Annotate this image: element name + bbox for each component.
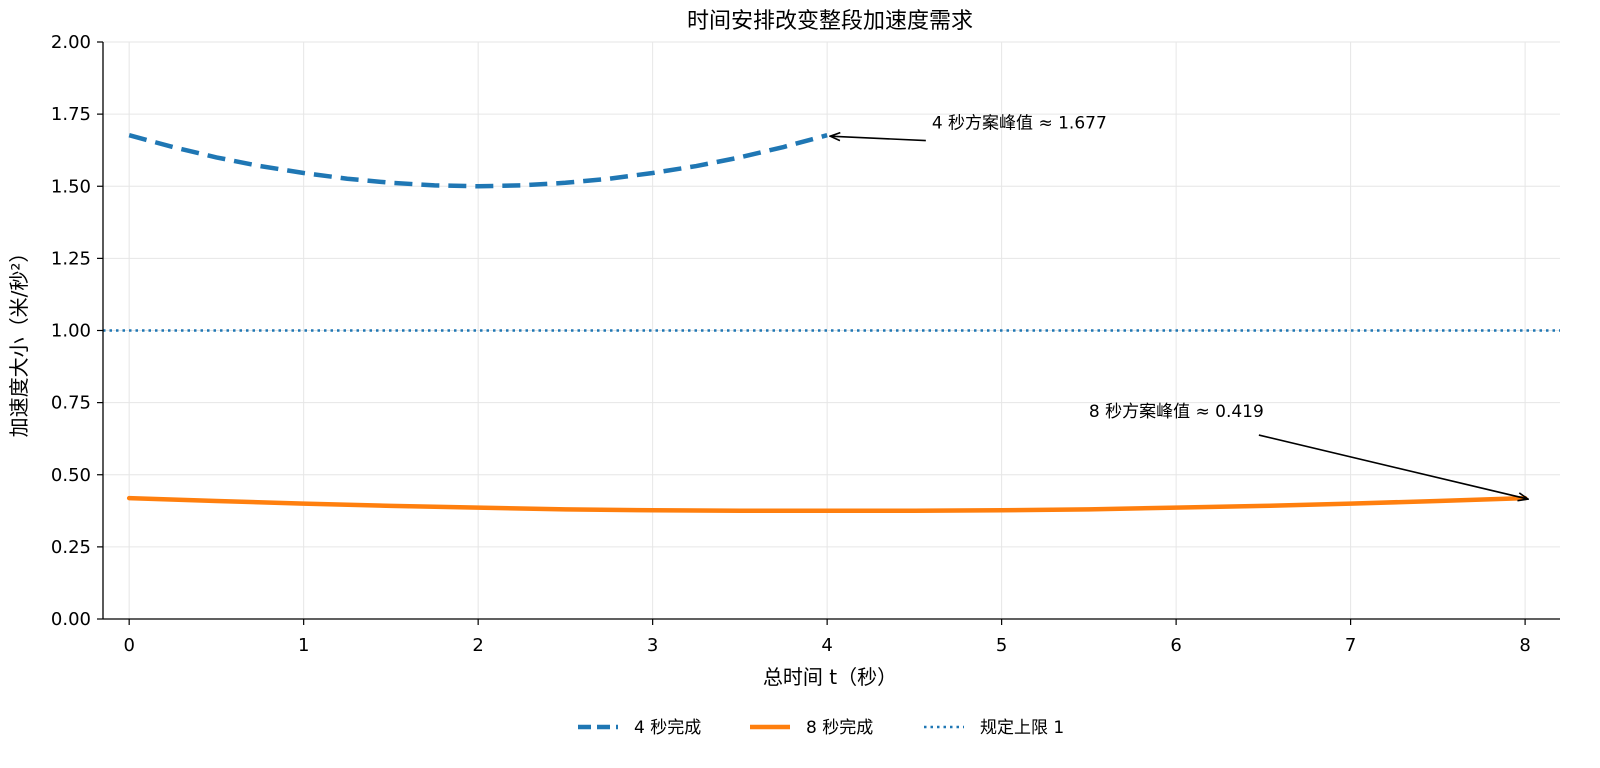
x-tick-label: 6 bbox=[1170, 635, 1181, 656]
series-line-1 bbox=[126, 495, 1528, 514]
x-tick-label: 2 bbox=[472, 635, 483, 656]
y-tick-label: 1.50 bbox=[51, 176, 91, 197]
y-tick-label: 0.75 bbox=[51, 393, 91, 414]
y-tick-label: 1.25 bbox=[51, 248, 91, 269]
y-tick-label: 0.25 bbox=[51, 537, 91, 558]
legend-label-2: 规定上限 1 bbox=[980, 718, 1064, 738]
ticks: 0 1 2 3 4 5 6 7 8 0.00 0.25 0.50 0.75 1.00 1.25 1.50 1.7… bbox=[51, 32, 1531, 656]
x-tick-label: 1 bbox=[298, 635, 309, 656]
legend-label-0: 4 秒完成 bbox=[634, 718, 701, 738]
x-tick-label: 4 bbox=[821, 635, 832, 656]
y-tick-label: 0.50 bbox=[51, 465, 91, 486]
x-axis-label: 总时间 t（秒） bbox=[763, 665, 897, 689]
annotation-label-0: 4 秒方案峰值 ≈ 1.677 bbox=[932, 114, 1107, 134]
x-tick-label: 3 bbox=[647, 635, 658, 656]
annotation-arrow-1 bbox=[1258, 434, 1528, 499]
y-axis-label: 加速度大小（米/秒²） bbox=[7, 243, 31, 438]
series-layer bbox=[103, 133, 1560, 514]
legend: 4 秒完成 8 秒完成 规定上限 1 bbox=[578, 718, 1064, 738]
series-line-0 bbox=[128, 133, 828, 189]
annotations: 4 秒方案峰值 ≈ 1.677 8 秒方案峰值 ≈ 0.419 bbox=[830, 114, 1528, 500]
y-tick-label: 0.00 bbox=[51, 609, 91, 630]
annotation-arrow-0 bbox=[830, 136, 926, 140]
x-tick-label: 7 bbox=[1345, 635, 1356, 656]
x-tick-label: 0 bbox=[123, 635, 134, 656]
annotation-label-1: 8 秒方案峰值 ≈ 0.419 bbox=[1089, 402, 1264, 422]
x-tick-label: 8 bbox=[1519, 635, 1530, 656]
chart-title: 时间安排改变整段加速度需求 bbox=[687, 9, 973, 34]
y-tick-label: 1.75 bbox=[51, 104, 91, 125]
legend-label-1: 8 秒完成 bbox=[806, 718, 873, 738]
y-tick-label: 2.00 bbox=[51, 32, 91, 53]
y-tick-label: 1.00 bbox=[51, 321, 91, 342]
x-tick-label: 5 bbox=[996, 635, 1007, 656]
